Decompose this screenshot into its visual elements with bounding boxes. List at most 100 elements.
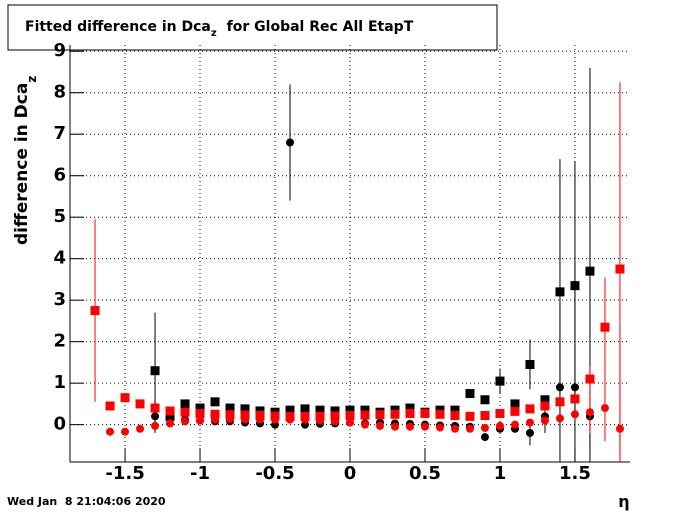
x-tick-label: 1: [494, 463, 507, 484]
square-marker: [510, 406, 520, 416]
y-tick-label: 4: [53, 248, 66, 269]
square-marker: [525, 404, 535, 414]
circle-marker: [435, 423, 444, 432]
square-marker: [345, 411, 355, 421]
x-tick-label: -1: [190, 463, 210, 484]
square-marker: [465, 411, 475, 421]
square-marker: [285, 405, 295, 415]
square-marker: [600, 322, 610, 332]
square-marker: [300, 404, 310, 414]
square-marker: [480, 395, 490, 405]
square-marker: [465, 389, 475, 399]
circle-marker: [151, 421, 160, 430]
title-rest: for Global Rec All EtapT: [227, 19, 414, 35]
square-marker: [255, 411, 265, 421]
square-marker: [120, 393, 130, 403]
square-marker: [150, 403, 160, 413]
circle-marker: [450, 424, 459, 433]
square-marker: [570, 394, 580, 404]
circle-marker: [151, 412, 160, 421]
circle-marker: [301, 415, 310, 424]
circle-marker: [495, 421, 504, 430]
y-tick-label: 3: [53, 289, 66, 310]
circle-marker: [615, 424, 624, 433]
x-axis-label: η: [618, 492, 629, 511]
square-marker: [330, 411, 340, 421]
circle-marker: [570, 383, 579, 392]
square-marker: [585, 374, 595, 384]
chart-title: Fitted difference in Dcaz for Global Rec …: [25, 19, 414, 39]
y-axis-label: difference in Dcaz: [12, 76, 39, 245]
square-marker: [555, 397, 565, 407]
square-marker: [360, 405, 370, 415]
circle-marker: [136, 424, 145, 433]
circle-marker: [420, 422, 429, 431]
circle-marker: [525, 418, 534, 427]
y-tick-label: 1: [53, 372, 66, 393]
square-marker: [390, 409, 400, 419]
circle-marker: [375, 421, 384, 430]
circle-marker: [360, 420, 369, 429]
circle-marker: [390, 422, 399, 431]
square-marker: [450, 405, 460, 415]
square-marker: [210, 397, 220, 407]
circle-marker: [166, 419, 175, 428]
title-box: [7, 4, 498, 51]
square-marker: [165, 406, 175, 416]
y-tick-label: 6: [53, 165, 66, 186]
square-marker: [480, 411, 490, 421]
circle-marker: [196, 416, 205, 425]
square-marker: [225, 410, 235, 420]
circle-marker: [480, 423, 489, 432]
square-marker: [525, 359, 535, 369]
circle-marker: [600, 404, 609, 413]
circle-marker: [480, 433, 489, 442]
x-tick-label: -1.5: [105, 463, 144, 484]
y-tick-label: 9: [53, 40, 66, 61]
circle-marker: [286, 138, 295, 147]
square-marker: [240, 410, 250, 420]
square-marker: [315, 411, 325, 421]
square-marker: [105, 401, 115, 411]
footer-date: Wed Jan 8 21:04:06 2020: [7, 495, 166, 508]
square-marker: [360, 410, 370, 420]
square-marker: [435, 409, 445, 419]
square-marker: [225, 403, 235, 413]
square-marker: [420, 408, 430, 418]
square-marker: [150, 366, 160, 376]
circle-marker: [106, 427, 115, 436]
circle-marker: [181, 417, 190, 426]
circle-marker: [286, 415, 295, 424]
square-marker: [495, 376, 505, 386]
square-marker: [330, 406, 340, 416]
x-tick-label: 0.5: [409, 463, 441, 484]
square-marker: [135, 399, 145, 409]
circle-marker: [316, 416, 325, 425]
circle-marker: [585, 408, 594, 417]
square-marker: [345, 405, 355, 415]
square-marker: [450, 411, 460, 421]
circle-marker: [271, 415, 280, 424]
title-subscript: z: [211, 28, 217, 39]
square-marker: [555, 287, 565, 297]
circle-marker: [465, 424, 474, 433]
y-tick-label: 5: [53, 206, 66, 227]
circle-marker: [510, 420, 519, 429]
square-marker: [195, 403, 205, 413]
circle-marker: [405, 422, 414, 431]
y-tick-label: 8: [53, 82, 66, 103]
x-tick-label: 0: [344, 463, 357, 484]
square-marker: [615, 264, 625, 274]
square-marker: [315, 405, 325, 415]
title-main: Fitted difference in Dca: [25, 19, 211, 35]
circle-marker: [555, 383, 564, 392]
circle-marker: [331, 417, 340, 426]
square-marker: [510, 399, 520, 409]
circle-marker: [241, 415, 250, 424]
square-marker: [180, 407, 190, 417]
circle-marker: [555, 414, 564, 423]
square-marker: [180, 399, 190, 409]
square-marker: [375, 410, 385, 420]
y-tick-label: 2: [53, 331, 66, 352]
